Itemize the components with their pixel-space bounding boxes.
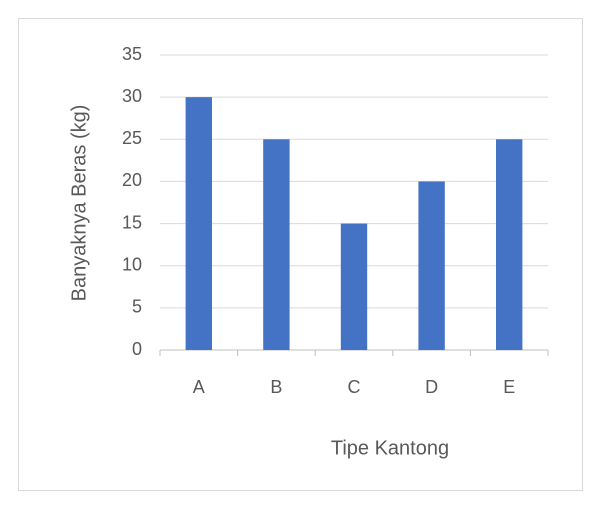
bar — [418, 181, 445, 350]
y-tick-label: 35 — [122, 44, 142, 64]
y-tick-label: 15 — [122, 212, 142, 232]
bar — [185, 97, 212, 351]
y-tick-label: 5 — [132, 297, 142, 317]
bar — [263, 139, 290, 350]
x-tick-label: A — [193, 377, 205, 397]
y-tick-label: 10 — [122, 254, 142, 274]
y-tick-label: 30 — [122, 86, 142, 106]
x-tick-label: B — [270, 377, 282, 397]
x-tick-label: C — [348, 377, 361, 397]
x-tick-label: D — [425, 377, 438, 397]
y-axis-label: Banyaknya Beras (kg) — [68, 105, 90, 302]
y-tick-label: 25 — [122, 128, 142, 148]
x-tick-label: E — [503, 377, 515, 397]
y-tick-label: 20 — [122, 170, 142, 190]
y-tick-label: 0 — [132, 339, 142, 359]
x-axis-label: Tipe Kantong — [331, 437, 449, 459]
bar — [340, 223, 368, 350]
bar — [496, 139, 523, 350]
